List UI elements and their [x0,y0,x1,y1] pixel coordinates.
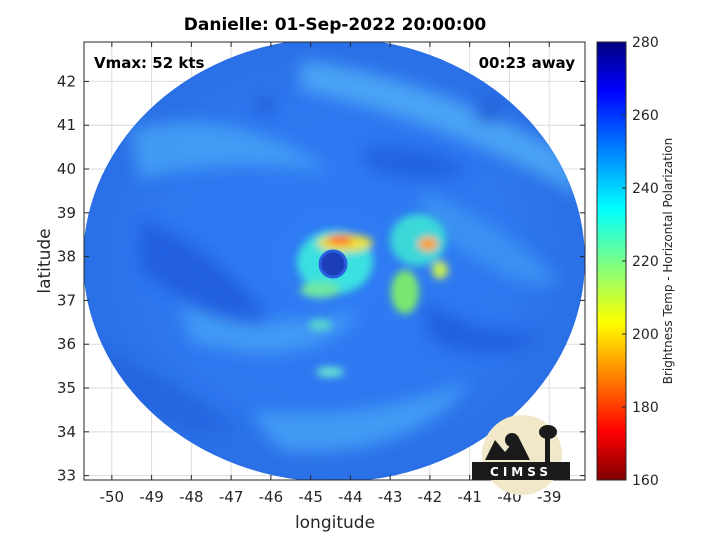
x-tick-label: -39 [537,488,562,506]
y-tick-label: 37 [57,291,76,309]
x-tick-label: -48 [179,488,204,506]
x-tick-label: -46 [259,488,284,506]
colorbar-tick-label: 220 [632,254,659,270]
x-tick-label: -47 [219,488,244,506]
x-tick-label: -43 [378,488,403,506]
x-tick-label: -49 [139,488,164,506]
x-axis: -50 -49 -48 -47 -46 -45 -44 -43 -42 -41 -40 -39 [100,42,562,506]
colorbar [596,41,627,481]
logo-text: CIMSS [490,465,552,479]
colorbar-ticks: 160 180 200 220 240 260 280 [622,35,659,489]
axes-box [83,41,586,481]
colorbar-tick-label: 260 [632,108,659,124]
y-tick-label: 33 [57,467,76,485]
y-tick-label: 40 [57,160,76,178]
y-axis-label: latitude [35,228,55,293]
colorbar-tick-label: 180 [632,400,659,416]
time-away-annotation: 00:23 away [479,54,576,72]
x-tick-label: -42 [418,488,443,506]
chart-title: Danielle: 01-Sep-2022 20:00:00 [184,15,487,35]
y-tick-label: 36 [57,335,76,353]
colorbar-tick-label: 200 [632,327,659,343]
colorbar-tick-label: 160 [632,473,659,489]
y-tick-label: 34 [57,423,76,441]
colorbar-label: Brightness Temp - Horizontal Polarizatio… [661,138,675,385]
colorbar-tick-label: 280 [632,35,659,51]
colorbar-tick-label: 240 [632,181,659,197]
x-tick-label: -44 [338,488,363,506]
y-tick-label: 35 [57,379,76,397]
x-tick-label: -50 [100,488,125,506]
y-tick-label: 39 [57,204,76,222]
y-tick-label: 38 [57,248,76,266]
heatmap-swath [84,42,585,480]
x-axis-label: longitude [295,513,375,533]
y-tick-label: 42 [57,72,76,90]
x-tick-label: -41 [457,488,482,506]
cimss-logo: CIMSS [472,415,570,495]
y-tick-label: 41 [57,116,76,134]
x-tick-label: -45 [298,488,323,506]
vmax-annotation: Vmax: 52 kts [94,54,204,72]
y-axis: 33 34 35 36 37 38 39 40 41 42 [57,72,585,485]
